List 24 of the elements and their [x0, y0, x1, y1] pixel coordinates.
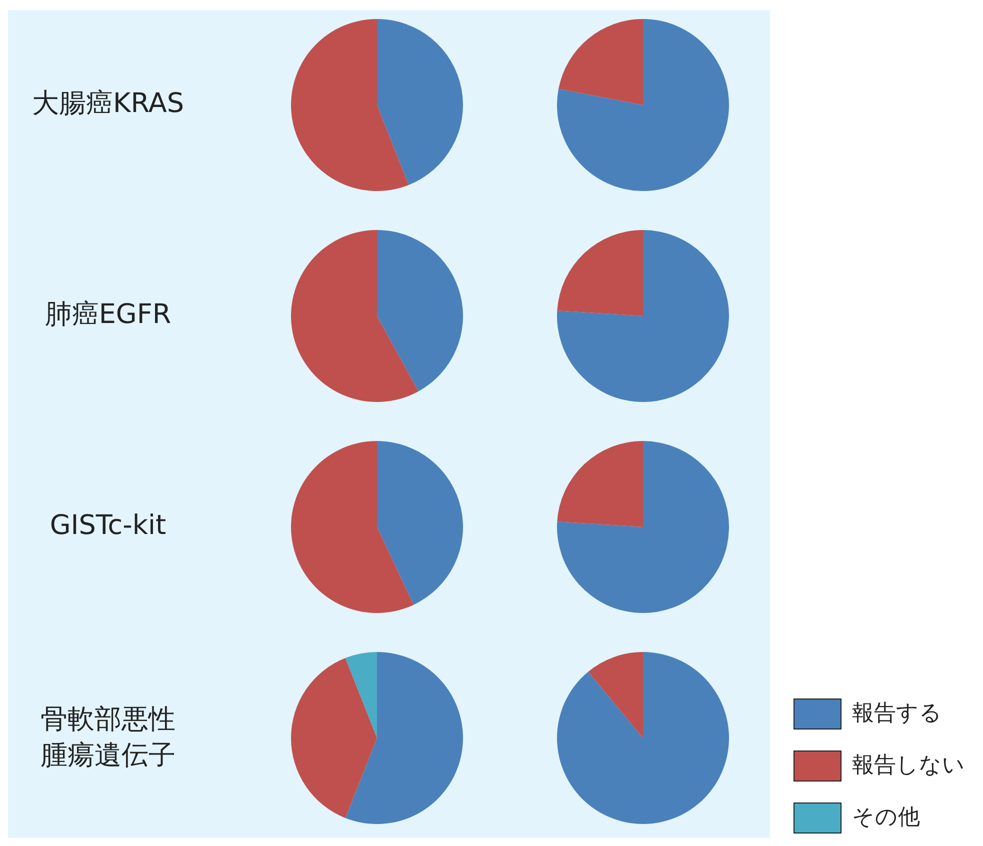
text: 大腸癌KRAS — [32, 88, 184, 120]
pie-slice — [377, 441, 463, 605]
pie-slice — [557, 441, 643, 527]
pie-slice — [557, 230, 729, 402]
pie-slice — [291, 19, 409, 191]
pie-slice — [377, 230, 463, 392]
pie-slice — [377, 19, 463, 185]
text: 肺癌EGFR — [44, 299, 172, 330]
text: GISTc-kit — [50, 510, 166, 542]
pie-slice — [291, 658, 377, 818]
pie-slice — [291, 230, 418, 402]
pie-slice — [291, 441, 414, 613]
pie-slice — [345, 652, 463, 824]
legend-label: その他 — [852, 805, 920, 830]
pie-slice — [588, 652, 643, 738]
legend-label: 報告しない — [852, 753, 965, 778]
pie-slice — [557, 441, 729, 613]
pie-slice — [558, 19, 643, 105]
pie-slice — [557, 652, 729, 824]
text: 骨軟部悪性腫瘍遺伝子 — [40, 704, 176, 772]
pie-slice — [557, 230, 643, 316]
pie-slice — [345, 652, 377, 738]
legend-label: 報告する — [852, 701, 942, 726]
pie-slice — [557, 19, 729, 191]
